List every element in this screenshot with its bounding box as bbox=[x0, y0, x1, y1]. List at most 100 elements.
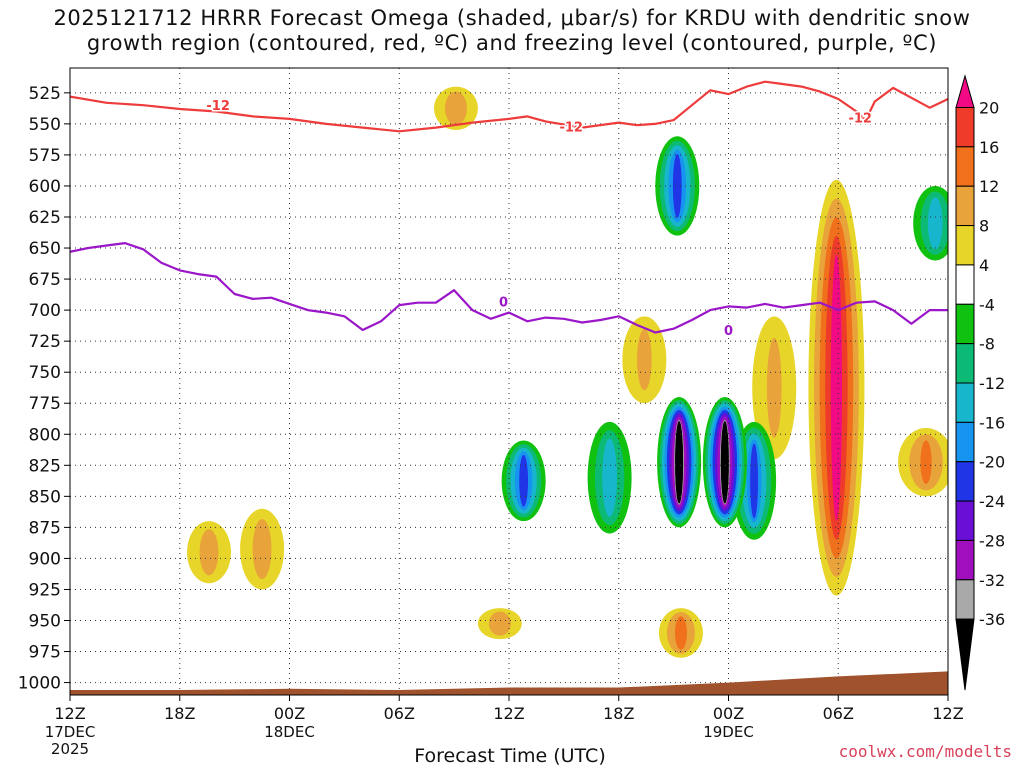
y-tick-label: 775 bbox=[29, 394, 61, 414]
x-tick-label: 12Z bbox=[54, 704, 85, 723]
colorbar-label: -12 bbox=[979, 374, 1005, 393]
x-tick-label: 00Z bbox=[274, 704, 305, 723]
omega-core bbox=[752, 316, 797, 460]
omega-contour-band bbox=[605, 442, 614, 513]
y-tick-label: 875 bbox=[29, 518, 61, 538]
omega-contour-band bbox=[637, 329, 652, 391]
y-tick-label: 850 bbox=[29, 487, 61, 507]
colorbar-swatch bbox=[955, 264, 975, 305]
colorbar-swatch bbox=[955, 106, 975, 148]
y-tick-label: 1000 bbox=[18, 674, 61, 694]
y-tick-label: 950 bbox=[29, 612, 61, 632]
colorbar-label: 8 bbox=[979, 217, 989, 236]
chart-title-line-1: 2025121712 HRRR Forecast Omega (shaded, … bbox=[53, 6, 971, 30]
isotherm-label: -12 bbox=[559, 120, 583, 135]
isotherm-line bbox=[70, 80, 948, 133]
terrain-surface bbox=[70, 671, 948, 695]
x-axis-title: Forecast Time (UTC) bbox=[414, 745, 606, 767]
colorbar-label: -36 bbox=[979, 610, 1005, 629]
omega-core bbox=[913, 185, 948, 261]
colorbar-top-arrow bbox=[955, 74, 975, 108]
x-tick-label: 06Z bbox=[384, 704, 415, 723]
colorbar-label: 12 bbox=[979, 177, 999, 196]
chart-title: 2025121712 HRRR Forecast Omega (shaded, … bbox=[0, 6, 1024, 56]
colorbar-swatch bbox=[955, 382, 975, 423]
omega-core bbox=[655, 136, 700, 236]
isotherm-label: 0 bbox=[724, 324, 733, 339]
colorbar-bottom-arrow bbox=[955, 618, 975, 691]
x-tick-label: 18Z bbox=[603, 704, 634, 723]
omega-contour-band bbox=[831, 256, 842, 519]
omega-contour-band bbox=[675, 421, 684, 504]
omega-contour-band bbox=[494, 613, 506, 634]
omega-core bbox=[622, 316, 667, 404]
colorbar-label: -20 bbox=[979, 453, 1005, 472]
omega-core bbox=[702, 397, 747, 528]
omega-shading bbox=[187, 86, 948, 658]
y-tick-label: 625 bbox=[29, 208, 61, 228]
y-tick-label: 575 bbox=[29, 146, 61, 166]
colorbar-swatch bbox=[955, 539, 975, 581]
dendritic-isotherm-series: -12 -12 -12 bbox=[70, 80, 948, 137]
omega-contour-band bbox=[450, 93, 462, 123]
colorbar-swatch bbox=[955, 500, 975, 541]
y-tick-label: 725 bbox=[29, 332, 61, 352]
y-tick-label: 525 bbox=[29, 84, 61, 104]
colorbar-label: -32 bbox=[979, 571, 1005, 590]
omega-contour-band bbox=[720, 421, 729, 504]
omega-contour-band bbox=[202, 531, 216, 574]
y-tick-label: 675 bbox=[29, 270, 61, 290]
omega-core bbox=[808, 179, 865, 596]
isotherm-label: 0 bbox=[499, 295, 508, 310]
x-date-label: 17DEC bbox=[45, 723, 96, 741]
colorbar-label: 4 bbox=[979, 256, 989, 275]
isotherm-label: -12 bbox=[848, 112, 872, 127]
colorbar: 20 16 12 8 4 -4 -8 -12 -16 -20 -24 -28 -32 -36 bbox=[955, 74, 1005, 691]
colorbar-swatch bbox=[955, 225, 975, 266]
source-credit: coolwx.com/modelts bbox=[838, 742, 1012, 761]
omega-contour-band bbox=[673, 154, 682, 218]
colorbar-label: -24 bbox=[979, 492, 1005, 511]
omega-core bbox=[501, 440, 546, 522]
omega-core bbox=[187, 521, 232, 584]
freezing-level-series: 00 bbox=[70, 242, 948, 340]
colorbar-label: -16 bbox=[979, 413, 1005, 432]
y-tick-label: 550 bbox=[29, 115, 61, 135]
omega-core bbox=[240, 508, 285, 590]
omega-core bbox=[657, 397, 702, 528]
colorbar-label: 20 bbox=[979, 98, 999, 117]
omega-contour-band bbox=[255, 521, 269, 577]
x-tick-label: 12Z bbox=[493, 704, 524, 723]
x-date-label: 2025 bbox=[51, 740, 89, 758]
colorbar-label: -8 bbox=[979, 335, 995, 354]
colorbar-label: -4 bbox=[979, 295, 995, 314]
colorbar-swatch bbox=[955, 343, 975, 384]
y-tick-label: 750 bbox=[29, 363, 61, 383]
y-tick-label: 650 bbox=[29, 239, 61, 259]
chart-title-line-2: growth region (contoured, red, ºC) and f… bbox=[86, 31, 938, 55]
x-tick-label: 12Z bbox=[932, 704, 963, 723]
colorbar-swatch bbox=[955, 303, 975, 345]
x-tick-label: 00Z bbox=[713, 704, 744, 723]
omega-contour-band bbox=[920, 440, 932, 485]
isotherm-label: -12 bbox=[206, 99, 230, 114]
x-date-label: 19DEC bbox=[703, 723, 754, 741]
y-tick-label: 600 bbox=[29, 177, 61, 197]
y-tick-label: 800 bbox=[29, 425, 61, 445]
y-tick-label: 900 bbox=[29, 549, 61, 569]
y-axis: 525 550 575 600 625 650 675 700 725 750 775 800 825 8… bbox=[18, 84, 70, 694]
omega-core bbox=[898, 428, 948, 497]
omega-contour-band bbox=[519, 455, 528, 507]
omega-contour-band bbox=[750, 443, 759, 519]
colorbar-swatch bbox=[955, 146, 975, 187]
colorbar-swatch bbox=[955, 185, 975, 227]
colorbar-label: -28 bbox=[979, 531, 1005, 550]
omega-contour-band bbox=[931, 199, 940, 247]
colorbar-swatch bbox=[955, 461, 975, 502]
omega-contour-band bbox=[766, 337, 782, 438]
omega-core bbox=[477, 608, 522, 640]
x-tick-label: 18Z bbox=[164, 704, 195, 723]
